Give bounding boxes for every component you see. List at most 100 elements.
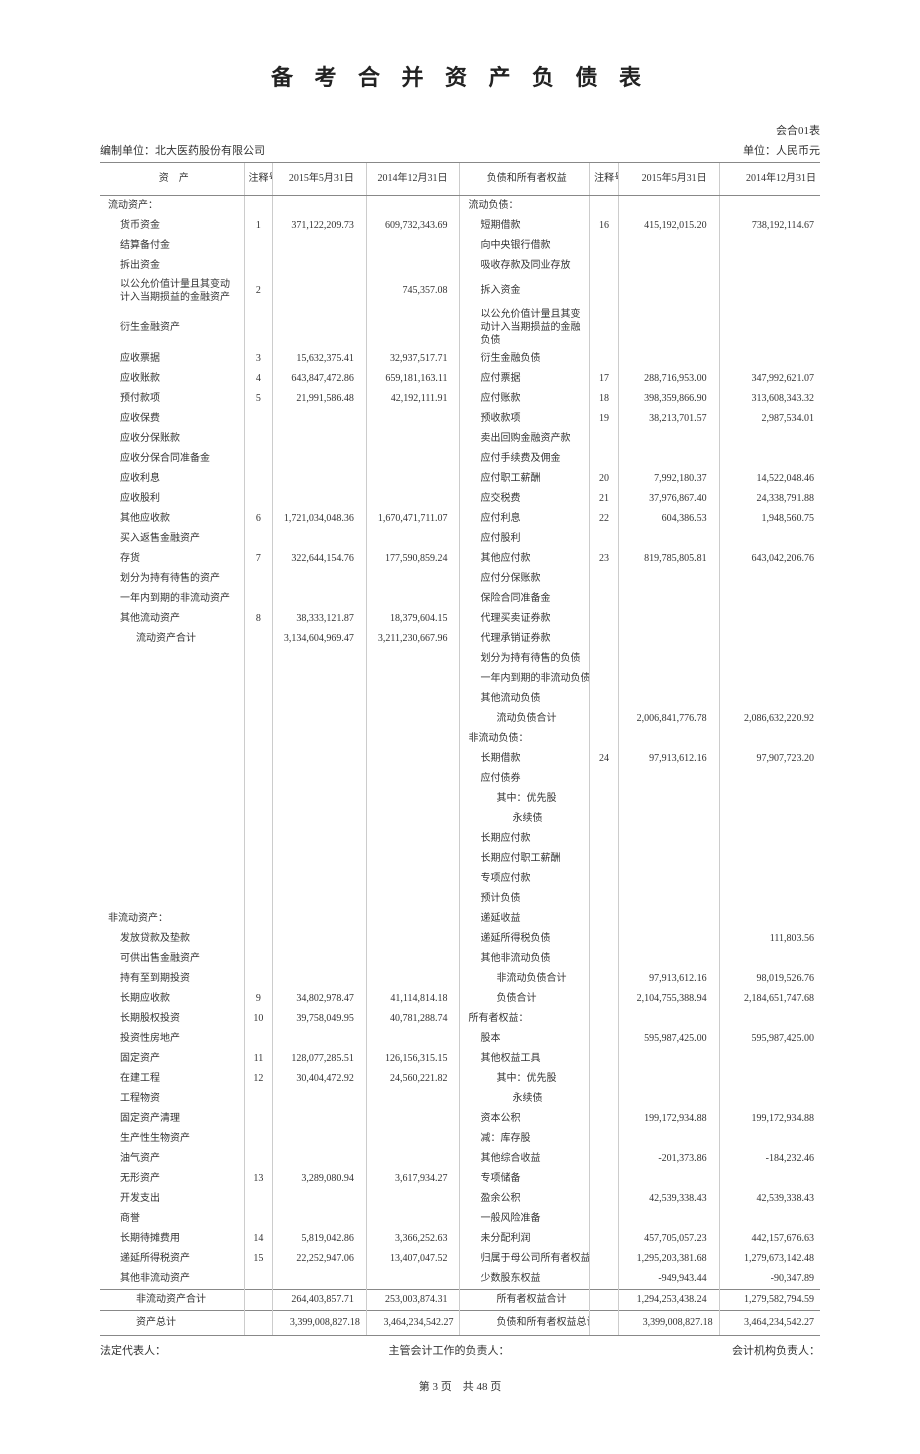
asset-value1: 5,819,042.86 xyxy=(273,1229,367,1249)
asset-label: 长期待摊费用 xyxy=(100,1229,244,1249)
asset-label: 划分为持有待售的资产 xyxy=(100,569,244,589)
asset-label: 其他非流动资产 xyxy=(100,1269,244,1290)
asset-value2: 32,937,517.71 xyxy=(366,349,460,369)
liab-note xyxy=(590,949,619,969)
liab-note xyxy=(590,1169,619,1189)
asset-note xyxy=(244,569,273,589)
asset-note xyxy=(244,769,273,789)
liab-value1: 595,987,425.00 xyxy=(618,1029,719,1049)
liab-note: 18 xyxy=(590,389,619,409)
liab-value2 xyxy=(719,256,820,276)
asset-value2 xyxy=(366,1089,460,1109)
liab-value2: 2,086,632,220.92 xyxy=(719,709,820,729)
asset-label: 油气资产 xyxy=(100,1149,244,1169)
asset-label: 投资性房地产 xyxy=(100,1029,244,1049)
asset-value1 xyxy=(273,306,367,349)
liab-label: 永续债 xyxy=(460,809,590,829)
liab-value2: 97,907,723.20 xyxy=(719,749,820,769)
form-code: 会合01表 xyxy=(776,122,820,138)
table-row: 应收保费预收款项1938,213,701.572,987,534.01 xyxy=(100,409,820,429)
table-row: 应付债券 xyxy=(100,769,820,789)
asset-value2: 24,560,221.82 xyxy=(366,1069,460,1089)
liab-value1 xyxy=(618,196,719,217)
asset-label: 应收股利 xyxy=(100,489,244,509)
table-row: 预付款项521,991,586.4842,192,111.91应付账款18398… xyxy=(100,389,820,409)
liab-value1: 2,104,755,388.94 xyxy=(618,989,719,1009)
liab-label: 应付利息 xyxy=(460,509,590,529)
asset-label: 可供出售金融资产 xyxy=(100,949,244,969)
liab-note xyxy=(590,569,619,589)
asset-label xyxy=(100,789,244,809)
asset-value2: 3,211,230,667.96 xyxy=(366,629,460,649)
liab-label: 盈余公积 xyxy=(460,1189,590,1209)
liab-value1: 288,716,953.00 xyxy=(618,369,719,389)
asset-note xyxy=(244,749,273,769)
liab-value1 xyxy=(618,1009,719,1029)
liab-value2 xyxy=(719,449,820,469)
liab-label: 长期借款 xyxy=(460,749,590,769)
liab-value1 xyxy=(618,609,719,629)
asset-note xyxy=(244,689,273,709)
asset-note: 5 xyxy=(244,389,273,409)
liab-label: 预收款项 xyxy=(460,409,590,429)
table-row: 拆出资金吸收存款及同业存放 xyxy=(100,256,820,276)
liab-value2: 2,184,651,747.68 xyxy=(719,989,820,1009)
liab-value1 xyxy=(618,949,719,969)
liab-note xyxy=(590,989,619,1009)
balance-sheet-table: 资 产 注释号 2015年5月31日 2014年12月31日 负债和所有者权益 … xyxy=(100,162,820,1336)
liab-note xyxy=(590,529,619,549)
liab-note xyxy=(590,429,619,449)
liab-label: 流动负债： xyxy=(460,196,590,217)
liab-label: 卖出回购金融资产款 xyxy=(460,429,590,449)
table-row: 固定资产11128,077,285.51126,156,315.15其他权益工具 xyxy=(100,1049,820,1069)
liab-value1 xyxy=(618,276,719,306)
liab-value2 xyxy=(719,829,820,849)
asset-value1 xyxy=(273,196,367,217)
liab-label: 所有者权益合计 xyxy=(460,1290,590,1311)
table-row: 一年内到期的非流动资产保险合同准备金 xyxy=(100,589,820,609)
liab-note: 16 xyxy=(590,216,619,236)
asset-note xyxy=(244,429,273,449)
asset-value2 xyxy=(366,949,460,969)
liab-value2 xyxy=(719,349,820,369)
asset-label: 长期应收款 xyxy=(100,989,244,1009)
liab-label: 应付分保账款 xyxy=(460,569,590,589)
asset-label: 结算备付金 xyxy=(100,236,244,256)
liab-value1 xyxy=(618,789,719,809)
asset-value2 xyxy=(366,489,460,509)
liab-note xyxy=(590,1009,619,1029)
asset-value2: 40,781,288.74 xyxy=(366,1009,460,1029)
asset-value2: 1,670,471,711.07 xyxy=(366,509,460,529)
asset-label: 应收分保合同准备金 xyxy=(100,449,244,469)
liab-label: 以公允价值计量且其变动计入当期损益的金融负债 xyxy=(460,306,590,349)
asset-value2 xyxy=(366,849,460,869)
asset-value1 xyxy=(273,409,367,429)
asset-note xyxy=(244,909,273,929)
liab-value1: 415,192,015.20 xyxy=(618,216,719,236)
asset-label xyxy=(100,669,244,689)
asset-value2: 13,407,047.52 xyxy=(366,1249,460,1269)
liab-note xyxy=(590,1209,619,1229)
liab-note xyxy=(590,689,619,709)
liab-note xyxy=(590,1069,619,1089)
asset-label: 发放贷款及垫款 xyxy=(100,929,244,949)
asset-value1: 15,632,375.41 xyxy=(273,349,367,369)
asset-label: 应收账款 xyxy=(100,369,244,389)
liab-value1 xyxy=(618,729,719,749)
liab-value1: 604,386.53 xyxy=(618,509,719,529)
liab-value2 xyxy=(719,429,820,449)
liab-value2 xyxy=(719,649,820,669)
asset-note: 10 xyxy=(244,1009,273,1029)
asset-value1 xyxy=(273,689,367,709)
liab-value1 xyxy=(618,869,719,889)
table-row: 长期应收款934,802,978.4741,114,814.18负债合计2,10… xyxy=(100,989,820,1009)
liab-value2 xyxy=(719,1069,820,1089)
asset-value2 xyxy=(366,909,460,929)
liab-value2: 595,987,425.00 xyxy=(719,1029,820,1049)
liab-value1: 457,705,057.23 xyxy=(618,1229,719,1249)
liab-label: 应付账款 xyxy=(460,389,590,409)
asset-value2 xyxy=(366,1269,460,1290)
liab-value2 xyxy=(719,1089,820,1109)
table-row: 递延所得税资产1522,252,947.0613,407,047.52归属于母公… xyxy=(100,1249,820,1269)
asset-value2 xyxy=(366,709,460,729)
